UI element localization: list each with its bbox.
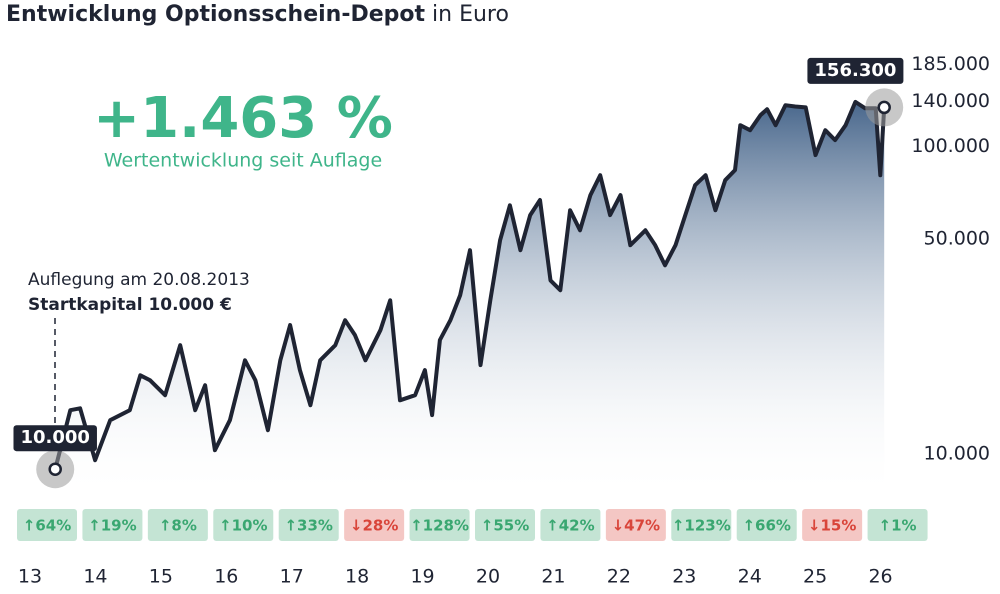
headline: +1.463 %: [93, 86, 393, 151]
yearly-badge: [278, 509, 339, 541]
x-tick-label: 20: [476, 566, 500, 588]
yearly-badge: [82, 509, 143, 541]
start-label: 10.000: [20, 427, 89, 448]
yearly-label: ↑1%: [879, 517, 917, 535]
title: Entwicklung Optionsschein-Depot in Euro: [6, 2, 509, 27]
y-tick-label: 140.000: [911, 90, 990, 112]
x-tick-label: 17: [280, 566, 304, 588]
headline-caption: Wertentwicklung seit Auflage: [104, 150, 382, 172]
x-tick-label: 22: [607, 566, 631, 588]
line: [53, 99, 887, 470]
end-point: [877, 100, 891, 115]
yearly-label: ↓28%: [350, 517, 398, 535]
yearly-label: ↑8%: [159, 517, 197, 535]
yearly-label: ↑66%: [742, 517, 790, 535]
area: [55, 101, 885, 500]
x-tick-label: 23: [672, 566, 696, 588]
yearly-label: ↑128%: [410, 517, 469, 535]
yearly-badge: [540, 509, 601, 541]
x-tick-label: 16: [214, 566, 238, 588]
yearly-badge: [671, 509, 732, 541]
y-tick-label: 100.000: [911, 135, 990, 157]
x-tick-label: 18: [345, 566, 369, 588]
x-tick-label: 24: [738, 566, 762, 588]
yearly-badge: [409, 509, 470, 541]
yearly-badge: [736, 509, 797, 541]
yearly-badge: [867, 509, 928, 541]
yearly-label: ↑33%: [284, 517, 332, 535]
yearly-label: ↓15%: [808, 517, 856, 535]
yearly-badge: [802, 509, 863, 541]
yearly-label: ↑64%: [23, 517, 71, 535]
yearly-label: ↑55%: [481, 517, 529, 535]
title-main: Entwicklung Optionsschein-Depot: [6, 2, 426, 27]
yearly-label: ↑19%: [88, 517, 136, 535]
max-label-box: [807, 57, 904, 84]
yearly-badge: [213, 509, 274, 541]
x-tick-label: 19: [410, 566, 434, 588]
yearly-badge: [147, 509, 208, 541]
yearly-badge: [17, 509, 77, 541]
title-suffix: in Euro: [432, 2, 509, 27]
yearly-label: ↑10%: [219, 517, 267, 535]
launch-note: Auflegung am 20.08.2013: [28, 270, 250, 290]
start-capital: Startkapital 10.000 €: [28, 295, 232, 315]
yearly-badge: [605, 509, 666, 541]
yearly-label: ↓47%: [612, 517, 660, 535]
yearly-label: ↑123%: [672, 517, 731, 535]
x-tick-label: 21: [541, 566, 565, 588]
start-label-box: [13, 425, 97, 452]
y-tick-label: 185.000: [911, 53, 990, 75]
start-point: [48, 462, 62, 476]
x-tick-label: 14: [83, 566, 107, 588]
y-tick-label: 10.000: [924, 443, 990, 465]
y-tick-label: 50.000: [924, 228, 990, 250]
yearly-badge: [475, 509, 535, 541]
x-tick-label: 25: [803, 566, 827, 588]
x-tick-label: 15: [149, 566, 173, 588]
yearly-badge: [344, 509, 405, 541]
x-tick-label: 26: [868, 566, 892, 588]
max-label: 156.300: [814, 60, 896, 81]
x-tick-label: 13: [18, 566, 42, 588]
yearly-label: ↑42%: [546, 517, 594, 535]
